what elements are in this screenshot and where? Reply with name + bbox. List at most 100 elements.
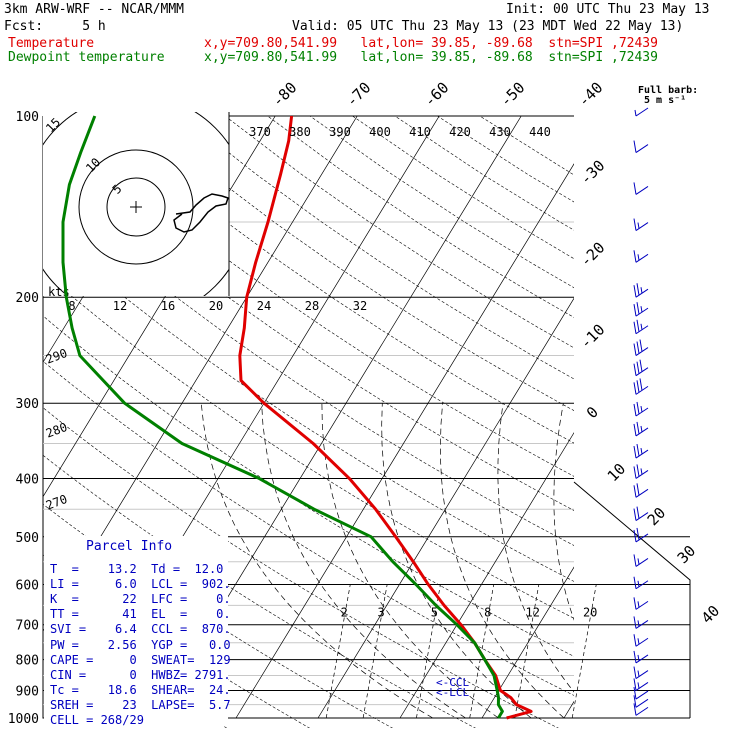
wind-barb-staff [635,107,649,117]
mixing-ratio-line [362,584,388,719]
barb-legend-title: Full barb: [638,85,699,96]
wind-barb-flag [633,616,637,629]
wind-barb-flag [633,485,637,498]
hodograph-speed-label: 16 [161,299,175,313]
wind-barb-flag [633,382,637,395]
wind-barb-staff [635,670,649,679]
wind-barb-flag [633,285,637,298]
mixing-ratio-line [469,584,495,719]
wind-barb [634,107,649,117]
isotherm-line [399,432,574,719]
moist-adiabat-line [200,403,433,719]
barb-legend-value: 5 m s⁻¹ [644,95,687,106]
dry-adiabat-line [43,360,574,696]
mixing-ratio-line [325,584,351,719]
wind-barb-flag [636,283,640,296]
wind-barb-staff [635,698,649,708]
isotherm-line [481,566,574,719]
mixing-ratio-line [514,584,540,719]
wind-barb-flag [636,361,640,374]
moist-adiabat-line [261,403,466,719]
theta-label: 380 [289,125,311,139]
mixing-ratio-label: 2 [341,606,348,620]
wind-barb-half [640,323,643,330]
wind-barb-half [637,654,640,662]
wind-barb-half [637,670,640,677]
wind-barb-flag [636,506,640,519]
wind-barb [633,443,649,459]
diagram-outline [573,481,691,718]
init-time: Init: 00 UTC Thu 23 May 13 [506,2,710,17]
wind-barb-flag [633,218,637,231]
wind-barb-flag [636,341,640,354]
wind-barb [633,359,649,377]
wind-barb [633,695,649,708]
wind-barb [633,506,649,522]
theta-label: 390 [329,125,351,139]
parcel-row: TT = 41 EL = 0. [50,607,231,621]
hodograph-speed-label: 20 [209,299,223,313]
pressure-tick-label: 300 [16,397,39,412]
wind-barb [633,182,649,195]
wind-barb-flag [633,403,637,417]
dry-adiabat-line [140,115,574,411]
theta-label: 400 [369,125,391,139]
wind-barb-flag [636,319,640,332]
wind-barb [633,703,649,716]
isotherm-label: -70 [343,79,375,111]
dry-adiabat-line [43,271,574,619]
isotherm-line [317,297,574,719]
hodograph-speed-label: 8 [68,299,75,313]
wind-barb-flag [633,695,637,708]
moist-adiabats [200,403,574,719]
isotherm-label: 20 [644,504,670,530]
wind-barb-flag [636,443,640,457]
temperature-profile [238,115,533,720]
dry-adiabat-line [309,115,574,289]
wind-barb-half [637,558,640,565]
dry-adiabat-line [43,454,476,728]
wind-barb [633,283,649,298]
mixing-ratio-label: 20 [583,606,597,620]
wind-barb-half [640,306,643,313]
parcel-row: K = 22 LFC = 0. [50,592,231,606]
wind-barb-half [637,682,640,689]
dry-adiabat-line [43,185,574,546]
dry-adiabat-line [43,143,574,511]
wind-barb [633,616,649,629]
wind-barb [633,464,649,479]
wind-barb [633,554,649,567]
wind-barb-flag [636,302,640,315]
wind-barb-staff [635,637,649,647]
wind-barb [633,597,649,610]
forecast-hour: Fcst: 5 h [4,19,106,34]
pressure-tick-label: 800 [16,654,39,669]
dry-adiabat-line [182,115,574,380]
dry-adiabat-line [479,115,574,176]
parcel-row: CELL = 268/29 [50,713,144,727]
wind-barb-staff [635,512,649,522]
parcel-row: SVI = 6.4 CCL = 870. [50,622,231,636]
hodograph-speed-label: 28 [305,299,319,313]
wind-barb [633,678,649,691]
parcel-info-panel: Parcel Info T = 13.2 Td = 12.0 LI = 6.0 … [44,536,231,727]
hodograph-speed-label: 32 [353,299,367,313]
wind-barb [633,218,649,231]
mixing-ratio-label: 3 [377,606,384,620]
moist-adiabat-line [497,403,574,693]
wind-barb-staff [635,706,649,716]
wind-barb-flag [633,529,637,543]
pressure-tick-label: 700 [16,619,39,634]
theta-left-label: 290 [44,346,69,367]
wind-barb-flag [633,597,637,610]
valid-time: Valid: 05 UTC Thu 23 May 13 (23 MDT Wed … [292,19,684,34]
wind-barb-flag [636,464,640,477]
wind-barb-staff [635,682,649,691]
hodograph-rings [43,112,229,296]
dry-adiabat-line [43,503,393,728]
wind-barb-flag [633,634,637,647]
wind-barb-flag [633,508,637,521]
mixing-ratio-label: 8 [484,606,491,620]
theta-label: 370 [249,125,271,139]
dewpoint-station-info: x,y=709.80,541.99 lat,lon= 39.85, -89.68… [204,50,658,65]
